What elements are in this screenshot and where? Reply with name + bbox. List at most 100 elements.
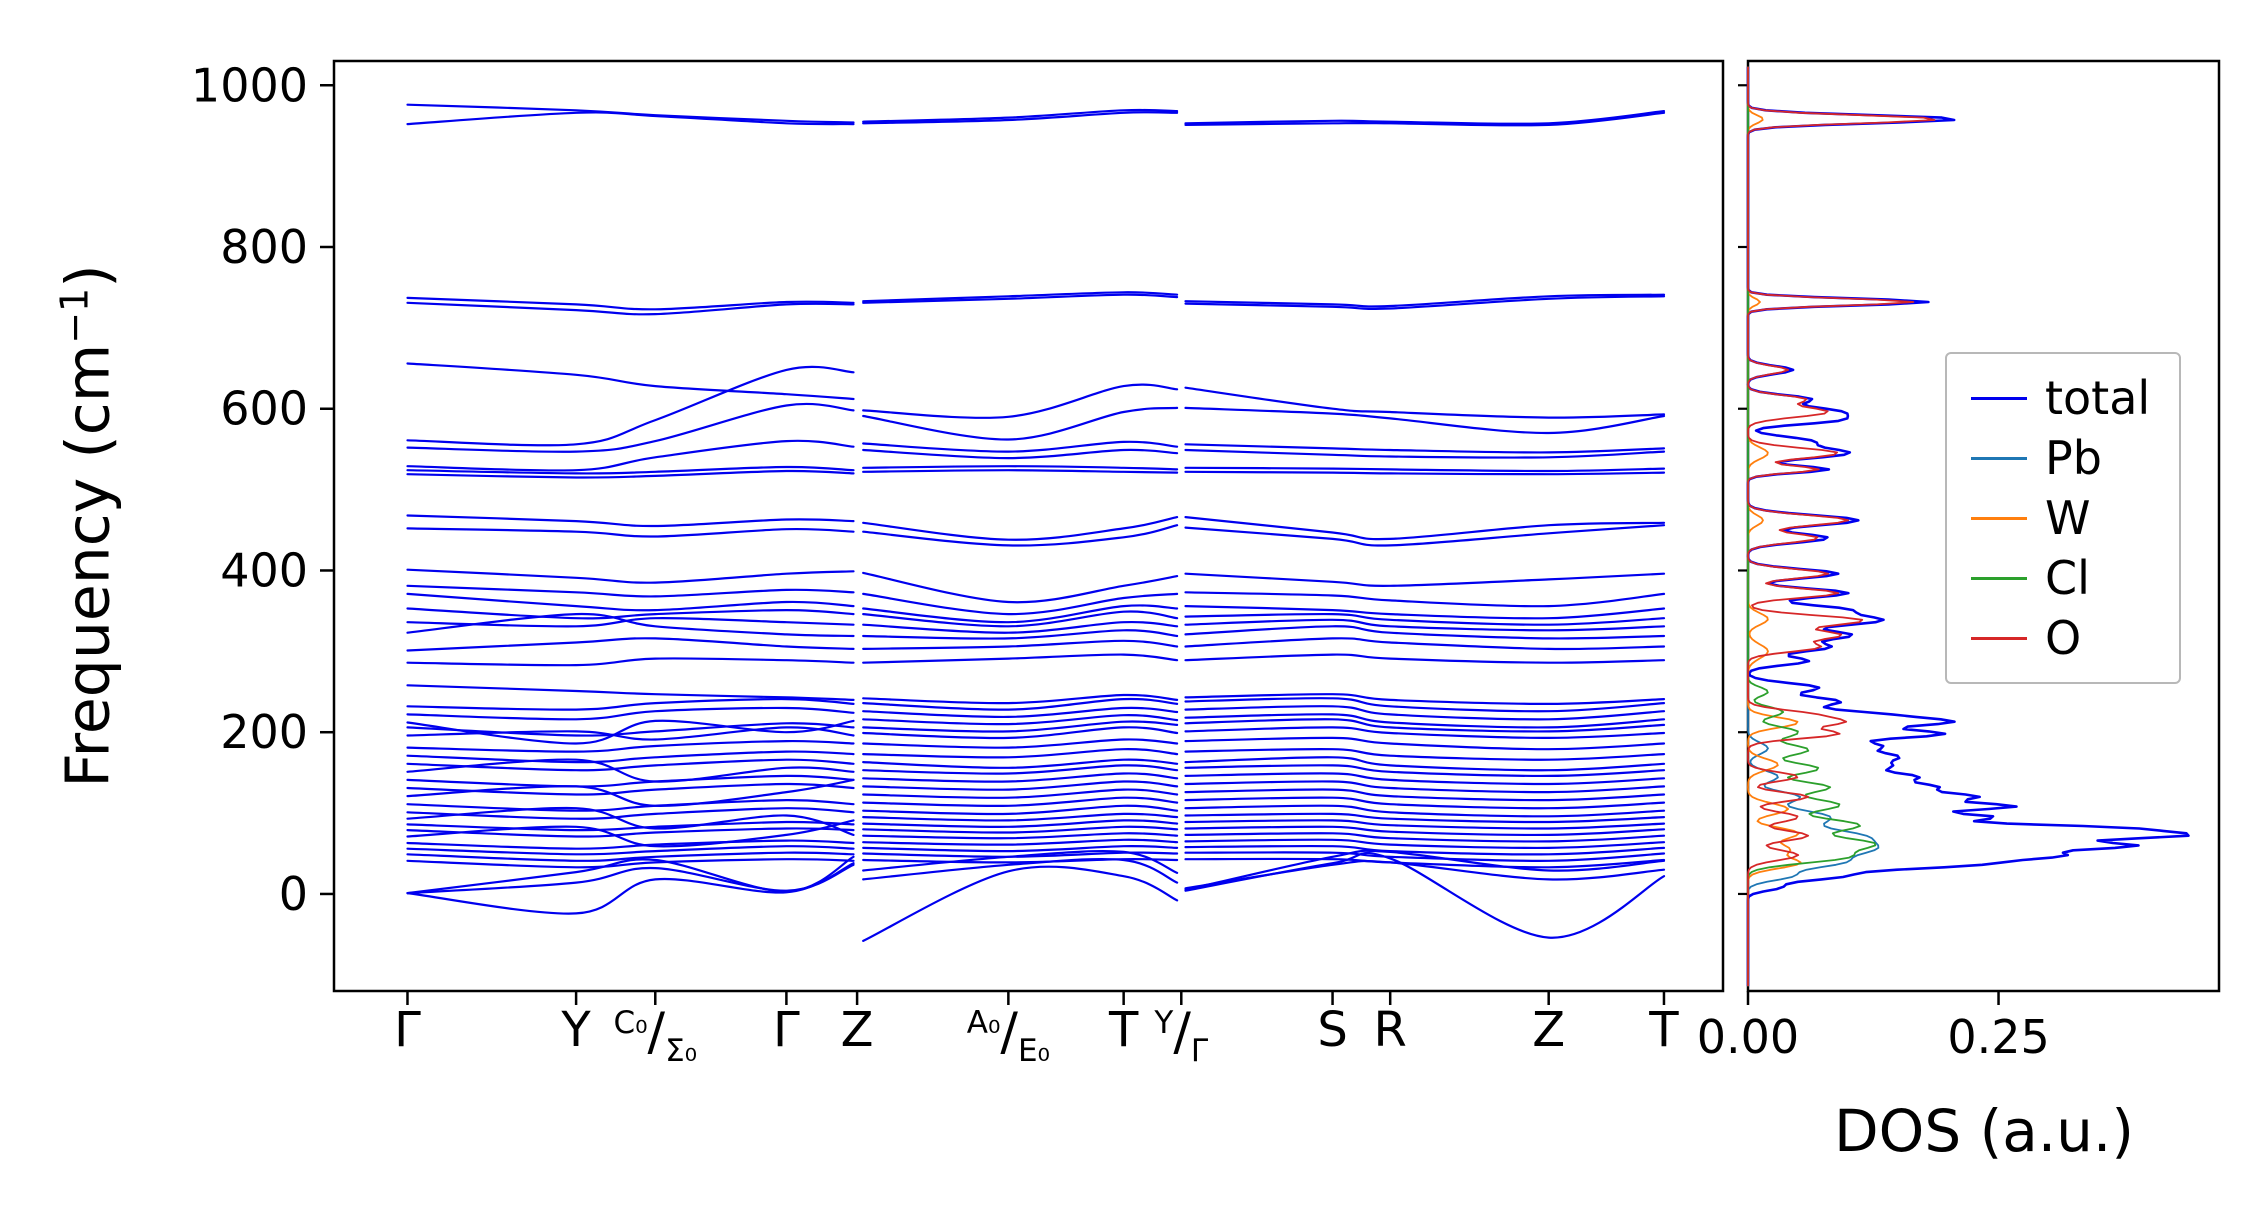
phonon-band-line	[1184, 780, 1666, 794]
dos-legend: total Pb W Cl O	[1945, 352, 2181, 684]
phonon-band-line	[406, 774, 855, 788]
phonon-band-line	[1184, 470, 1666, 476]
phonon-band-line	[406, 365, 855, 447]
phonon-band-line	[862, 738, 1179, 749]
phonon-band-line	[1184, 718, 1666, 733]
phonon-band-line	[1184, 443, 1666, 454]
phonon-band-line	[406, 782, 855, 796]
phonon-band-line	[406, 739, 855, 753]
legend-label: total	[2045, 371, 2151, 425]
phonon-band-line	[1184, 825, 1666, 837]
phonon-band-line	[862, 629, 1179, 640]
legend-line-swatch	[1971, 396, 2027, 400]
phonon-band-line	[1184, 713, 1666, 729]
phonon-band-line	[406, 103, 855, 124]
phonon-band-line	[862, 108, 1179, 123]
legend-entry-O: O	[1957, 608, 2169, 668]
phonon-band-line	[862, 764, 1179, 775]
phonon-band-line	[406, 820, 855, 832]
phonon-band-line	[862, 720, 1179, 733]
y-tick-label: 1000	[191, 58, 308, 112]
phonon-band-line	[862, 639, 1179, 650]
phonon-band-line	[1184, 697, 1666, 713]
phonon-band-line	[862, 849, 1179, 874]
legend-line-swatch	[1971, 456, 2027, 460]
phonon-band-line	[862, 758, 1179, 769]
phonon-band-line	[1184, 110, 1666, 125]
phonon-band-line	[406, 612, 855, 638]
phonon-band-line	[406, 758, 855, 783]
phonon-band-line	[1184, 849, 1666, 891]
phonon-band-line	[406, 719, 855, 745]
phonon-band-line	[1184, 295, 1666, 311]
phonon-band-line	[406, 839, 855, 850]
phonon-band-line	[406, 514, 855, 528]
phonon-band-line	[406, 439, 855, 472]
phonon-band-line	[862, 726, 1179, 740]
legend-label: Cl	[2045, 551, 2090, 605]
legend-entry-total: total	[1957, 368, 2169, 428]
phonon-band-line	[862, 748, 1179, 759]
phonon-band-line	[406, 807, 855, 820]
phonon-band-line	[862, 865, 1179, 942]
y-tick-label: 400	[220, 543, 308, 597]
phonon-band-line	[406, 362, 855, 401]
phonon-band-line	[406, 637, 855, 652]
phonon-band-line	[862, 788, 1179, 799]
phonon-band-line	[862, 383, 1179, 419]
y-axis-label: Frequency (cm−1)	[53, 264, 124, 787]
dos-curve-O	[1747, 66, 1936, 987]
phonon-band-line	[1184, 386, 1666, 419]
phonon-band-line	[862, 819, 1179, 828]
phonon-band-line	[406, 402, 855, 453]
phonon-band-line	[1184, 111, 1666, 127]
legend-label: W	[2045, 491, 2091, 545]
legend-label: O	[2045, 611, 2082, 665]
phonon-band-line	[862, 524, 1179, 547]
phonon-band-line	[862, 571, 1179, 604]
phonon-band-line	[1184, 756, 1666, 772]
phonon-band-line	[862, 620, 1179, 634]
band-axes-frame	[332, 59, 1725, 993]
phonon-band-line	[862, 845, 1179, 853]
phonon-band-line	[1184, 406, 1666, 435]
legend-entry-Pb: Pb	[1957, 428, 2169, 488]
phonon-band-line	[1184, 819, 1666, 830]
phonon-band-line	[406, 568, 855, 584]
legend-line-swatch	[1971, 576, 2027, 580]
phonon-band-line	[406, 855, 855, 895]
phonon-band-line	[862, 592, 1179, 616]
phonon-band-line	[1184, 838, 1666, 850]
y-axis-label-superscript: −1	[52, 287, 97, 344]
phonon-band-line	[862, 291, 1179, 303]
phonon-band-line	[862, 653, 1179, 664]
phonon-band-line	[862, 465, 1179, 471]
phonon-band-line	[406, 845, 855, 856]
phonon-band-line	[406, 657, 855, 667]
phonon-band-line	[862, 825, 1179, 834]
dos-x-tick-label: 0.25	[1947, 1010, 2049, 1064]
phonon-band-line	[1184, 747, 1666, 761]
phonon-band-line	[1184, 625, 1666, 640]
phonon-band-line	[862, 857, 1179, 884]
phonon-band-line	[1184, 524, 1666, 547]
phonon-band-line	[862, 111, 1179, 125]
phonon-band-line	[862, 772, 1179, 783]
phonon-band-line	[1184, 772, 1666, 786]
phonon-band-line	[862, 469, 1179, 474]
phonon-band-line	[862, 440, 1179, 453]
phonon-band-line	[406, 301, 855, 316]
y-axis-label-text: Frequency (cm	[53, 343, 124, 788]
phonon-band-line	[862, 804, 1179, 816]
legend-label: Pb	[2045, 431, 2102, 485]
y-axis-label-close: )	[53, 264, 124, 288]
y-tick-label: 0	[279, 867, 308, 921]
phonon-band-line	[406, 296, 855, 311]
phonon-band-line	[1184, 466, 1666, 473]
phonon-band-line	[1184, 764, 1666, 778]
phonon-band-line	[1184, 859, 1666, 890]
legend-line-swatch	[1971, 516, 2027, 520]
phonon-band-line	[406, 684, 855, 701]
